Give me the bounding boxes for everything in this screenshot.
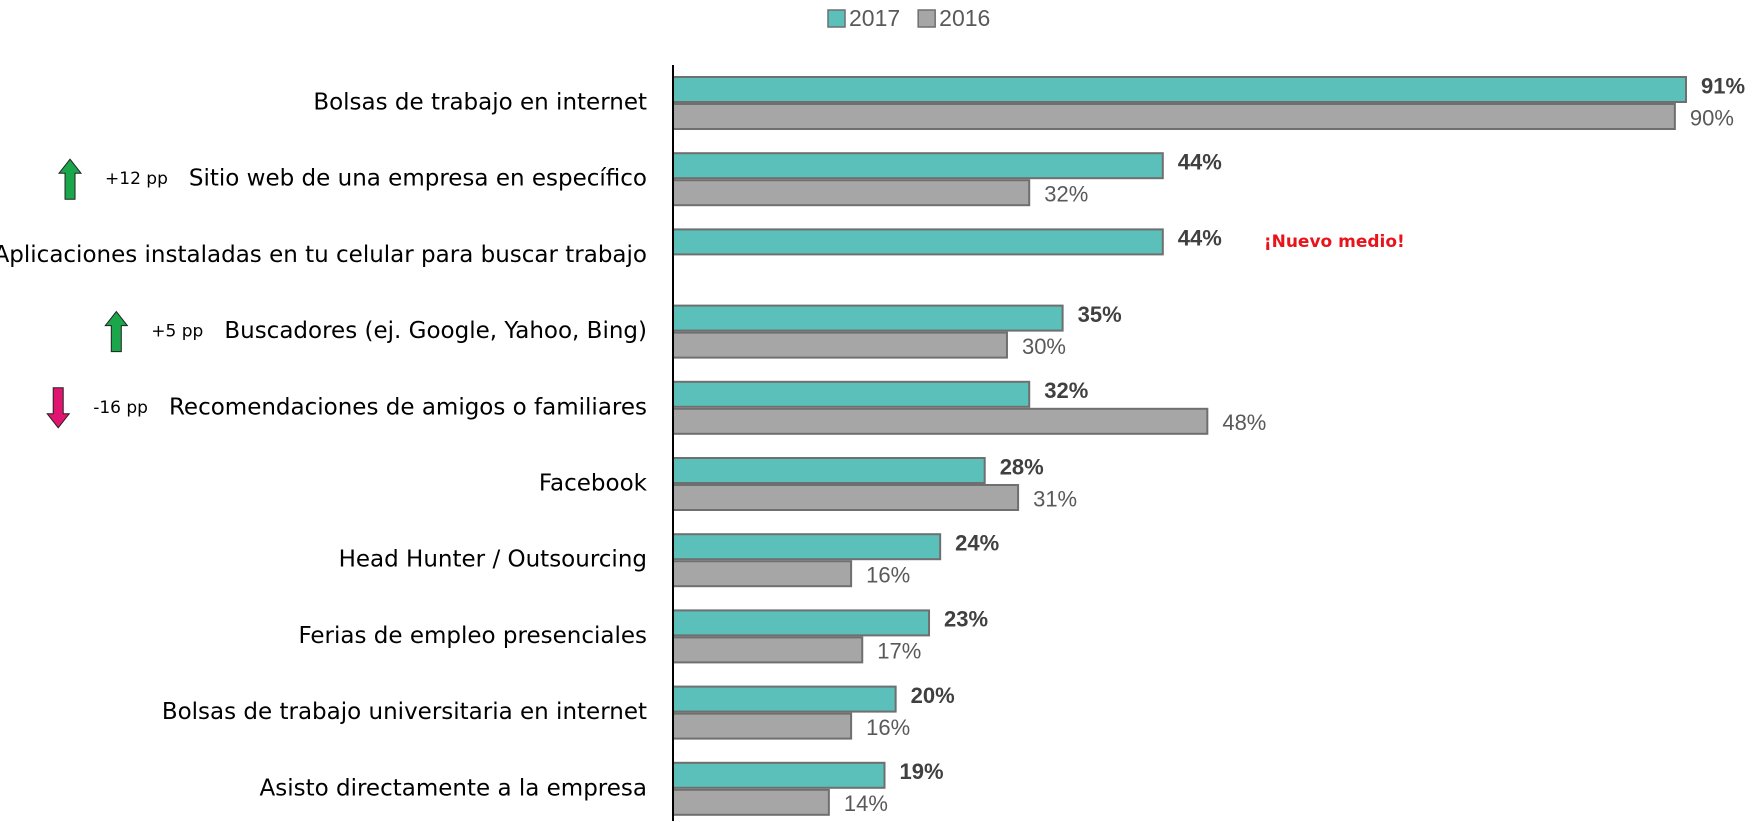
bar [672,685,897,713]
category-label: Recomendaciones de amigos o familiares [169,394,647,420]
legend-label: 2017 [849,5,900,31]
category-label: Buscadores (ej. Google, Yahoo, Bing) [224,318,647,344]
change-label: -16 pp [93,398,148,418]
change-label: +12 pp [105,169,168,189]
bar [672,484,1020,511]
bar [672,152,1164,180]
value-label: 24% [955,531,999,556]
value-label: 20% [911,683,955,708]
change-arrow [46,387,71,429]
change-arrow [104,310,129,353]
value-label: 32% [1044,378,1088,403]
legend-swatch [917,9,936,28]
value-label: 31% [1033,486,1077,511]
bar [672,331,1008,359]
category-label: Sitio web de una empresa en específico [189,166,647,192]
bar [672,636,864,664]
value-label: 35% [1078,302,1122,327]
bar [672,407,1209,435]
change-arrow [58,158,83,200]
bar [672,533,942,561]
bar [672,380,1031,408]
bar [672,788,830,816]
value-label: 44% [1178,150,1222,175]
value-label: 48% [1222,410,1266,435]
category-label: Facebook [539,471,648,497]
change-label: +5 pp [151,322,203,342]
value-label: 32% [1044,182,1088,207]
bar [672,228,1164,256]
value-label: 17% [877,639,921,664]
value-label: 16% [866,715,910,740]
category-label: Aplicaciones instaladas en tu celular pa… [0,242,647,268]
category-label: Bolsas de trabajo en internet [313,90,647,116]
value-label: 28% [1000,454,1044,479]
category-label: Ferias de empleo presenciales [298,623,647,649]
value-label: 14% [844,791,888,816]
bar [672,103,1676,130]
bar [672,304,1064,332]
bar [672,761,886,789]
value-label: 91% [1701,73,1745,98]
value-label: 16% [866,563,910,588]
bar [672,457,986,484]
bar [672,179,1031,207]
category-label: Asisto directamente a la empresa [260,775,648,801]
legend-swatch [827,9,846,28]
bar [672,76,1687,103]
legend-label: 2016 [939,5,990,31]
value-label: 30% [1022,334,1066,359]
value-label: 23% [944,607,988,632]
value-label: 44% [1178,226,1222,251]
bar [672,712,853,740]
note: ¡Nuevo medio! [1264,232,1405,252]
category-label: Bolsas de trabajo universitaria en inter… [162,699,647,725]
category-label: Head Hunter / Outsourcing [339,547,647,573]
value-label: 90% [1690,105,1734,130]
bar [672,560,853,588]
value-label: 19% [900,759,944,784]
bar [672,609,931,637]
